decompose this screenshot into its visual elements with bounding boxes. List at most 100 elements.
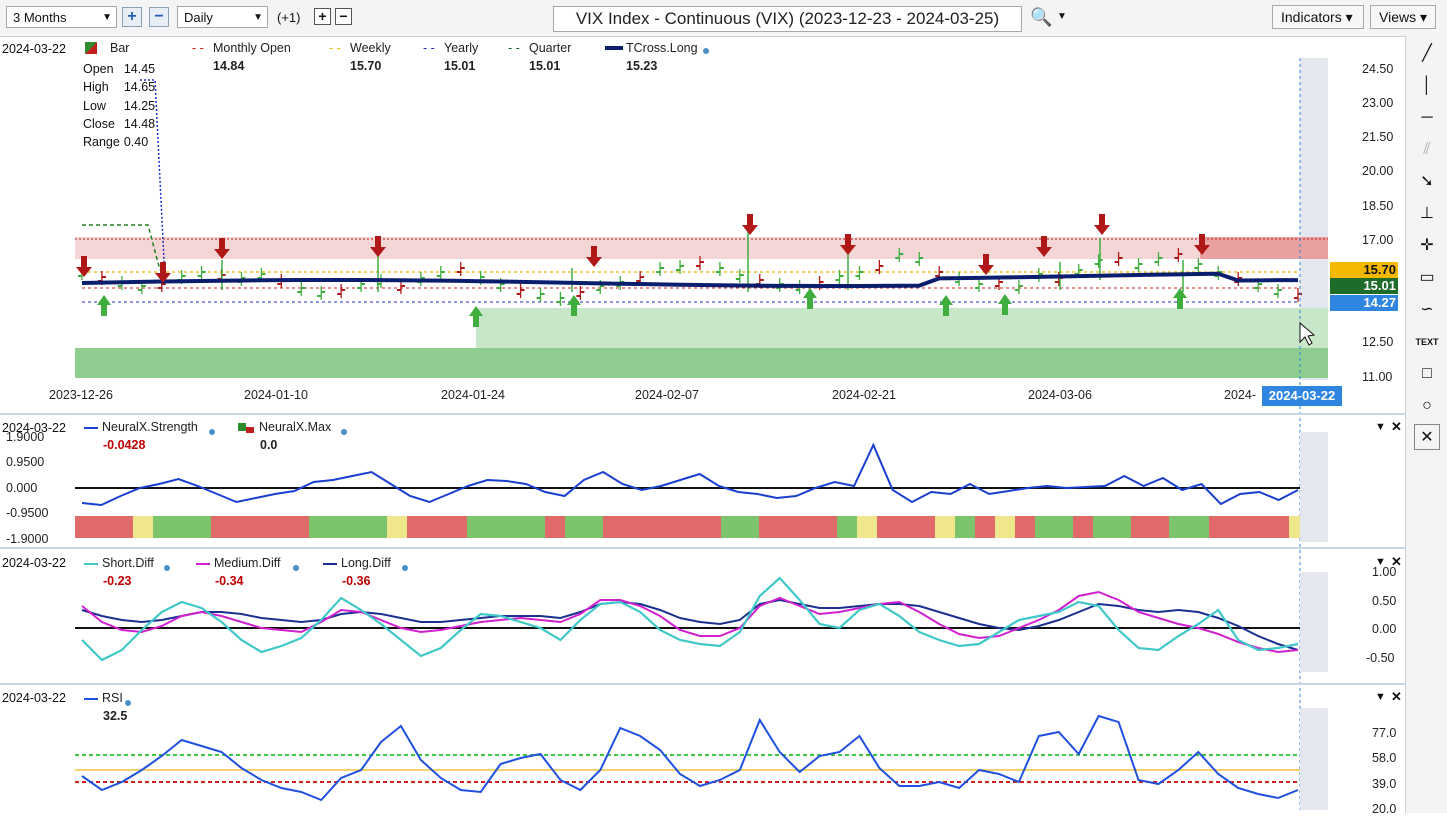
legend-short-diff-value: -0.23: [103, 574, 132, 588]
x-tick: 2024-: [1224, 388, 1256, 402]
x-tick: 2024-01-10: [244, 388, 308, 402]
interval-select[interactable]: Daily ▼: [177, 6, 268, 28]
legend-yearly-label: Yearly: [444, 41, 479, 55]
signal-heat-cell: [407, 516, 467, 538]
signal-heat-cell: [975, 516, 995, 538]
curve-tool-icon[interactable]: ∽: [1420, 301, 1434, 318]
panel-close-icon[interactable]: ✕: [1391, 689, 1402, 704]
resistance-zone: [1200, 237, 1328, 259]
signal-heat-cell: [309, 516, 387, 538]
period-value: 3 Months: [13, 10, 67, 25]
indicators-button[interactable]: Indicators ▾: [1272, 5, 1364, 29]
down-arrow-icon: [155, 273, 171, 283]
channel-tool-icon[interactable]: ⫽: [1423, 141, 1431, 158]
x-tick: 2024-01-24: [441, 388, 505, 402]
interval-value: Daily: [184, 10, 213, 25]
horizontal-line-tool-icon[interactable]: ─: [1421, 109, 1433, 126]
symbol-title[interactable]: VIX Index - Continuous (VIX) (2023-12-23…: [553, 6, 1022, 32]
offset-increase-button[interactable]: +: [314, 8, 331, 25]
legend-swatch-icon: - -: [508, 41, 520, 55]
settings-dot-icon[interactable]: [293, 565, 299, 571]
panel-divider[interactable]: [0, 413, 1405, 415]
fibonacci-tool-icon[interactable]: ➘: [1420, 173, 1434, 190]
scroll-zone: [1300, 432, 1328, 542]
y-tick: 20.0: [1372, 802, 1397, 816]
short-diff-line: [81, 576, 1299, 662]
cursor-icon: [1299, 321, 1316, 346]
down-arrow-icon: [747, 214, 753, 226]
delete-drawings-icon[interactable]: ✕: [1414, 424, 1440, 450]
price-panel[interactable]: 2024-03-22: [0, 36, 1405, 412]
legend-weekly-value: 15.70: [350, 59, 382, 73]
panel-divider[interactable]: [0, 547, 1405, 549]
down-arrow-icon: [375, 236, 381, 248]
ellipse-tool-icon[interactable]: ○: [1422, 397, 1432, 414]
panel-collapse-icon[interactable]: ▼: [1375, 556, 1386, 568]
measure-tool-icon[interactable]: ⊥: [1420, 205, 1434, 222]
chart-canvas[interactable]: [0, 0, 1405, 813]
zoom-in-button[interactable]: +: [122, 7, 142, 27]
legend-long-diff-label: Long.Diff: [341, 556, 391, 570]
legend-rsi-value: 32.5: [103, 709, 128, 723]
scroll-zone: [1300, 572, 1328, 672]
up-arrow-icon: [803, 288, 817, 298]
search-dropdown-icon[interactable]: ▼: [1057, 11, 1067, 22]
signal-heat-cell: [935, 516, 955, 538]
offset-label: (+1): [277, 10, 301, 25]
search-icon[interactable]: 🔍: [1030, 7, 1053, 27]
ohlc-value: 0.40: [123, 135, 149, 150]
panel-collapse-icon[interactable]: ▼: [1375, 421, 1386, 433]
up-arrow-icon: [1177, 297, 1183, 309]
down-arrow-icon: [76, 267, 92, 277]
settings-dot-icon[interactable]: [125, 700, 131, 706]
settings-dot-icon[interactable]: [209, 429, 215, 435]
note-tool-icon[interactable]: ▭: [1419, 269, 1435, 286]
panel-close-icon[interactable]: ✕: [1391, 554, 1402, 569]
settings-dot-icon[interactable]: [164, 565, 170, 571]
y-tick: 23.00: [1362, 96, 1394, 110]
rectangle-tool-icon[interactable]: □: [1422, 365, 1432, 382]
y-tick: 0.000: [6, 481, 38, 495]
crosshair-tool-icon[interactable]: ✛: [1420, 237, 1434, 254]
tcross-long-line: [81, 271, 1299, 288]
panel-date: 2024-03-22: [2, 42, 66, 56]
chevron-down-icon: ▼: [102, 12, 112, 23]
signal-heat-cell: [1035, 516, 1073, 538]
legend-tcross-label: TCross.Long: [626, 41, 698, 55]
views-button[interactable]: Views ▾: [1370, 5, 1436, 29]
signal-heat-cell: [153, 516, 211, 538]
zoom-out-button[interactable]: −: [149, 7, 169, 27]
y-tick: 0.9500: [6, 455, 45, 469]
settings-dot-icon[interactable]: [341, 429, 347, 435]
settings-dot-icon[interactable]: [402, 565, 408, 571]
y-tick: 18.50: [1362, 199, 1394, 213]
signal-heat-cell: [995, 516, 1015, 538]
panel-close-icon[interactable]: ✕: [1391, 419, 1402, 434]
text-tool-icon[interactable]: TEXT: [1415, 337, 1439, 347]
up-arrow-icon: [97, 295, 111, 305]
legend-swatch-icon: - -: [329, 41, 341, 55]
up-arrow-icon: [101, 304, 107, 316]
trendline-tool-icon[interactable]: ╱: [1422, 45, 1432, 62]
ohlc-key: High: [83, 80, 109, 95]
down-arrow-icon: [1199, 234, 1205, 246]
vertical-line-tool-icon[interactable]: │: [1422, 77, 1432, 94]
down-arrow-icon: [845, 234, 851, 246]
signal-heat-cell: [387, 516, 407, 538]
down-arrow-icon: [742, 225, 758, 235]
medium-diff-line: [81, 590, 1299, 654]
y-tick: 1.00: [1372, 565, 1397, 579]
ohlc-value: 14.25: [123, 98, 156, 113]
signal-heat-cell: [467, 516, 545, 538]
up-arrow-icon: [571, 304, 577, 316]
offset-decrease-button[interactable]: −: [335, 8, 352, 25]
panel-date: 2024-03-22: [2, 556, 66, 570]
panel-collapse-icon[interactable]: ▼: [1375, 691, 1386, 703]
panel-divider[interactable]: [0, 683, 1405, 685]
y-tick: 24.50: [1362, 62, 1394, 76]
price-tag-quarter: 15.01: [1330, 278, 1398, 294]
down-arrow-icon: [370, 247, 386, 257]
settings-dot-icon[interactable]: [703, 48, 709, 54]
down-arrow-icon: [81, 256, 87, 268]
period-select[interactable]: 3 Months ▼: [6, 6, 117, 28]
